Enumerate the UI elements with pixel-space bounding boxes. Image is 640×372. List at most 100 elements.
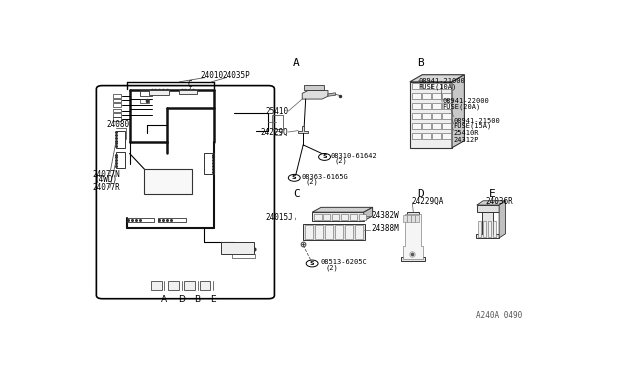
Bar xyxy=(432,103,440,109)
Text: A: A xyxy=(161,295,168,304)
Polygon shape xyxy=(312,207,372,212)
Text: 24035P: 24035P xyxy=(223,71,251,80)
Bar xyxy=(422,93,431,99)
Text: E: E xyxy=(489,189,496,199)
Bar xyxy=(488,221,491,237)
Bar xyxy=(408,215,411,222)
Bar xyxy=(432,123,440,129)
Text: 24229QA: 24229QA xyxy=(412,197,444,206)
Bar xyxy=(341,214,348,220)
Bar xyxy=(184,281,195,289)
Text: 08941-22000: 08941-22000 xyxy=(442,98,489,105)
Bar xyxy=(355,225,363,239)
Bar xyxy=(422,113,431,119)
Bar xyxy=(412,133,420,139)
Bar xyxy=(442,133,451,139)
Polygon shape xyxy=(328,93,335,96)
Text: 08363-6165G: 08363-6165G xyxy=(301,174,348,180)
Bar xyxy=(113,103,121,106)
Bar xyxy=(315,225,323,239)
Text: B: B xyxy=(195,295,200,304)
Bar xyxy=(323,214,330,220)
Bar xyxy=(350,214,357,220)
Bar xyxy=(478,221,481,237)
Circle shape xyxy=(319,154,330,160)
Bar xyxy=(158,218,186,222)
Text: FUSE(15A): FUSE(15A) xyxy=(454,122,492,129)
Polygon shape xyxy=(476,212,499,238)
Bar xyxy=(335,225,343,239)
Text: 24080: 24080 xyxy=(107,121,130,129)
Bar xyxy=(422,83,431,89)
Text: 25410R: 25410R xyxy=(454,131,479,137)
Bar xyxy=(412,83,420,89)
Bar xyxy=(113,118,121,121)
Text: A240A 0490: A240A 0490 xyxy=(476,311,522,320)
Text: D: D xyxy=(179,295,185,304)
Text: 24010: 24010 xyxy=(200,71,223,80)
Bar xyxy=(415,215,419,222)
Bar xyxy=(412,113,420,119)
Polygon shape xyxy=(499,201,506,238)
Text: (2): (2) xyxy=(306,179,319,185)
Bar xyxy=(113,99,121,102)
Text: 08941-21000: 08941-21000 xyxy=(419,78,465,84)
Text: 24382W: 24382W xyxy=(372,211,399,219)
Polygon shape xyxy=(312,212,364,221)
Text: 24312P: 24312P xyxy=(454,137,479,143)
Text: A: A xyxy=(293,58,300,68)
Bar xyxy=(140,99,149,103)
Bar xyxy=(359,214,366,220)
Polygon shape xyxy=(410,82,452,148)
Bar xyxy=(432,93,440,99)
Bar xyxy=(412,93,420,99)
Polygon shape xyxy=(477,205,499,212)
Bar xyxy=(442,113,451,119)
Text: B: B xyxy=(417,58,424,68)
Bar xyxy=(113,94,121,98)
Bar xyxy=(332,214,339,220)
Bar xyxy=(412,103,420,109)
Text: D: D xyxy=(417,189,424,199)
Bar xyxy=(422,133,431,139)
Polygon shape xyxy=(303,224,365,240)
Bar xyxy=(442,83,451,89)
Polygon shape xyxy=(304,85,324,90)
Text: 24036R: 24036R xyxy=(486,197,513,206)
Circle shape xyxy=(288,174,300,181)
Bar xyxy=(442,123,451,129)
Bar xyxy=(168,281,179,289)
Bar xyxy=(314,214,321,220)
Bar xyxy=(221,242,253,254)
Bar xyxy=(204,154,214,173)
Text: 24229Q: 24229Q xyxy=(260,128,288,137)
FancyBboxPatch shape xyxy=(97,86,275,299)
Polygon shape xyxy=(302,90,328,99)
Bar xyxy=(140,90,152,96)
Bar xyxy=(442,103,451,109)
Text: E: E xyxy=(210,295,216,304)
Bar xyxy=(412,123,420,129)
Circle shape xyxy=(306,260,318,267)
Bar xyxy=(113,113,121,116)
Polygon shape xyxy=(403,214,423,260)
Bar xyxy=(403,215,407,222)
Bar xyxy=(483,221,486,237)
Text: (2): (2) xyxy=(326,264,339,271)
Bar xyxy=(179,90,197,94)
Text: FUSE(20A): FUSE(20A) xyxy=(442,103,481,110)
Bar xyxy=(127,218,154,222)
Polygon shape xyxy=(401,212,425,261)
Bar xyxy=(200,281,211,289)
Text: (4WD): (4WD) xyxy=(94,175,117,184)
Bar xyxy=(432,133,440,139)
Text: 24077R: 24077R xyxy=(93,183,121,192)
Text: 25410: 25410 xyxy=(265,107,288,116)
Bar xyxy=(145,169,191,193)
Text: 24077N: 24077N xyxy=(93,170,121,179)
Polygon shape xyxy=(364,207,372,221)
Bar xyxy=(273,115,284,129)
Text: 08941-21500: 08941-21500 xyxy=(454,118,500,124)
Bar xyxy=(325,225,333,239)
Text: 08310-61642: 08310-61642 xyxy=(331,153,378,159)
